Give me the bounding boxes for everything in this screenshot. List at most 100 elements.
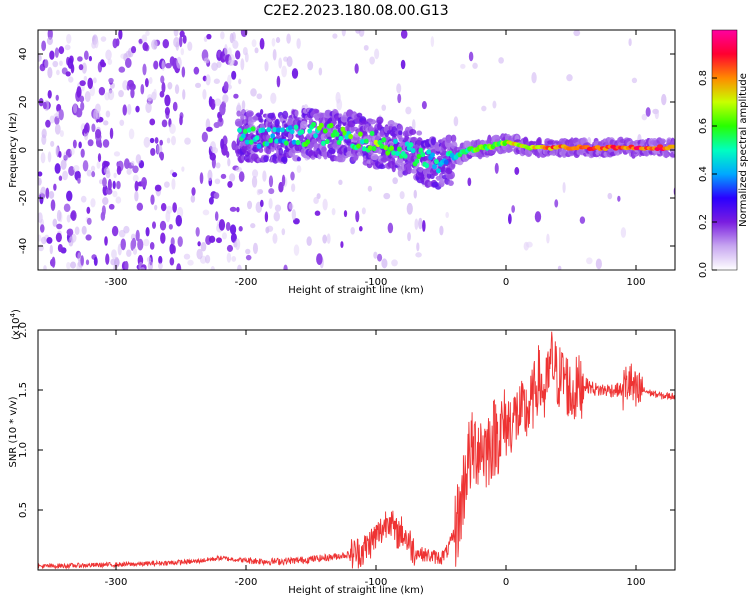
spectrogram-ridge-halo <box>267 112 275 119</box>
spectrogram-speckle <box>225 221 231 232</box>
snr-x-ticks: -300 -200 -100 0 100 <box>105 330 646 588</box>
spectrogram-speckle <box>39 224 45 233</box>
spectrogram-speckle <box>176 263 182 270</box>
spectrogram-speckle <box>58 175 63 181</box>
spectrogram-speckle <box>93 256 98 267</box>
spectrogram-speckle <box>172 101 178 112</box>
spectrogram-speckle <box>174 84 180 95</box>
spectrogram-ridge-core <box>395 150 400 157</box>
spectrogram-ridge-halo <box>298 133 305 142</box>
spectrogram-ridge-core <box>371 145 377 152</box>
spectrogram-speckle <box>445 211 449 219</box>
spectrogram-speckle <box>137 238 144 251</box>
spectrogram-speckle <box>77 252 82 262</box>
spectrogram-ridge-core <box>293 124 299 130</box>
spectrogram-speckle <box>58 150 62 158</box>
snr-x-tick-label: -100 <box>365 577 388 588</box>
spectrogram-speckle <box>236 206 240 213</box>
spectrogram-speckle <box>88 55 93 62</box>
spectrogram-speckle <box>219 103 226 116</box>
spectrogram-speckle <box>245 254 252 261</box>
spectrogram-x-tick-label: 0 <box>503 277 509 288</box>
spectrogram-x-tick-label: 100 <box>626 277 645 288</box>
spectrogram-speckle <box>414 218 419 230</box>
spectrogram-speckle <box>268 198 273 209</box>
spectrogram-speckle <box>374 48 380 60</box>
spectrogram-speckle <box>322 234 328 244</box>
spectrogram-speckle <box>97 153 102 163</box>
spectrogram-speckle <box>80 255 84 266</box>
spectrogram-speckle <box>176 56 182 69</box>
spectrogram-ridge-halo <box>296 156 302 162</box>
spectrogram-speckle <box>256 93 263 100</box>
spectrogram-speckle <box>64 44 71 51</box>
spectrogram-speckle <box>291 209 296 221</box>
spectrogram-speckle <box>109 127 114 140</box>
snr-x-label: Height of straight line (km) <box>288 585 424 596</box>
snr-x-tick-label: -300 <box>105 577 128 588</box>
spectrogram-speckle <box>80 195 87 203</box>
spectrogram-speckle <box>125 50 132 59</box>
spectrogram-speckle <box>286 33 291 44</box>
spectrogram-ridge-halo <box>320 133 326 141</box>
spectrogram-speckle <box>273 211 280 222</box>
spectrogram-ridge-halo <box>397 124 404 133</box>
spectrogram-speckle <box>481 105 487 112</box>
spectrogram-speckle <box>210 266 215 270</box>
spectrogram-speckle <box>72 139 77 149</box>
spectrogram-y-label: Frequency (Hz) <box>8 112 19 188</box>
spectrogram-speckle <box>207 169 213 182</box>
spectrogram-speckle <box>73 102 78 114</box>
spectrogram-speckle <box>130 160 135 166</box>
spectrogram-speckle <box>314 210 321 216</box>
spectrogram-speckle <box>227 180 233 188</box>
spectrogram-speckle <box>514 167 520 175</box>
spectrogram-speckle <box>40 236 47 245</box>
spectrogram-speckle <box>291 68 299 79</box>
spectrogram-speckle <box>641 113 648 121</box>
spectrogram-speckle <box>275 37 281 44</box>
spectrogram-speckle <box>129 83 136 91</box>
spectrogram-speckle <box>199 172 204 185</box>
spectrogram-speckle <box>123 225 130 234</box>
spectrogram-speckle <box>214 211 219 221</box>
spectrogram-speckle <box>150 194 155 205</box>
spectrogram-speckle <box>191 187 196 196</box>
spectrogram-x-tick-label: -200 <box>235 277 258 288</box>
spectrogram-speckle <box>70 261 77 269</box>
spectrogram-speckle <box>620 227 627 238</box>
spectrogram-speckle <box>227 157 231 167</box>
spectrogram-ridge-core <box>266 127 272 133</box>
spectrogram-speckle <box>498 57 504 64</box>
spectrogram-speckle <box>141 177 147 188</box>
spectrogram-speckle <box>115 38 120 47</box>
spectrogram-speckle <box>213 192 220 200</box>
spectrogram-speckle <box>46 236 53 244</box>
spectrogram-speckle <box>125 57 132 68</box>
spectrogram-speckle <box>56 69 60 76</box>
spectrogram-speckle <box>215 162 221 169</box>
spectrogram-y-ticks: -40 -20 0 20 40 <box>18 48 675 254</box>
spectrogram-speckle <box>115 196 122 204</box>
spectrogram-speckle <box>68 236 74 247</box>
spectrogram-ridge-core <box>305 139 311 145</box>
spectrogram-speckle <box>182 89 186 100</box>
spectrogram-ridge-halo <box>300 120 308 129</box>
spectrogram-speckle <box>161 81 166 94</box>
spectrogram-ridge-core <box>369 130 375 136</box>
spectrogram-ridge-core <box>241 133 246 139</box>
spectrogram-speckle <box>179 35 183 48</box>
spectrogram-speckle <box>244 52 249 63</box>
spectrogram-ridge-core <box>363 138 369 144</box>
spectrogram-speckle <box>202 89 207 100</box>
spectrogram-speckle <box>214 178 221 185</box>
spectrogram-ridge-core <box>320 140 326 146</box>
spectrogram-speckle <box>259 38 265 50</box>
snr-multiplier-base: (x10 <box>11 317 22 340</box>
spectrogram-speckle <box>422 220 426 232</box>
spectrogram-speckle <box>227 74 232 87</box>
spectrogram-speckle <box>85 259 90 266</box>
spectrogram-speckle <box>78 141 82 149</box>
spectrogram-speckle <box>296 38 301 49</box>
spectrogram-speckle <box>38 212 43 224</box>
